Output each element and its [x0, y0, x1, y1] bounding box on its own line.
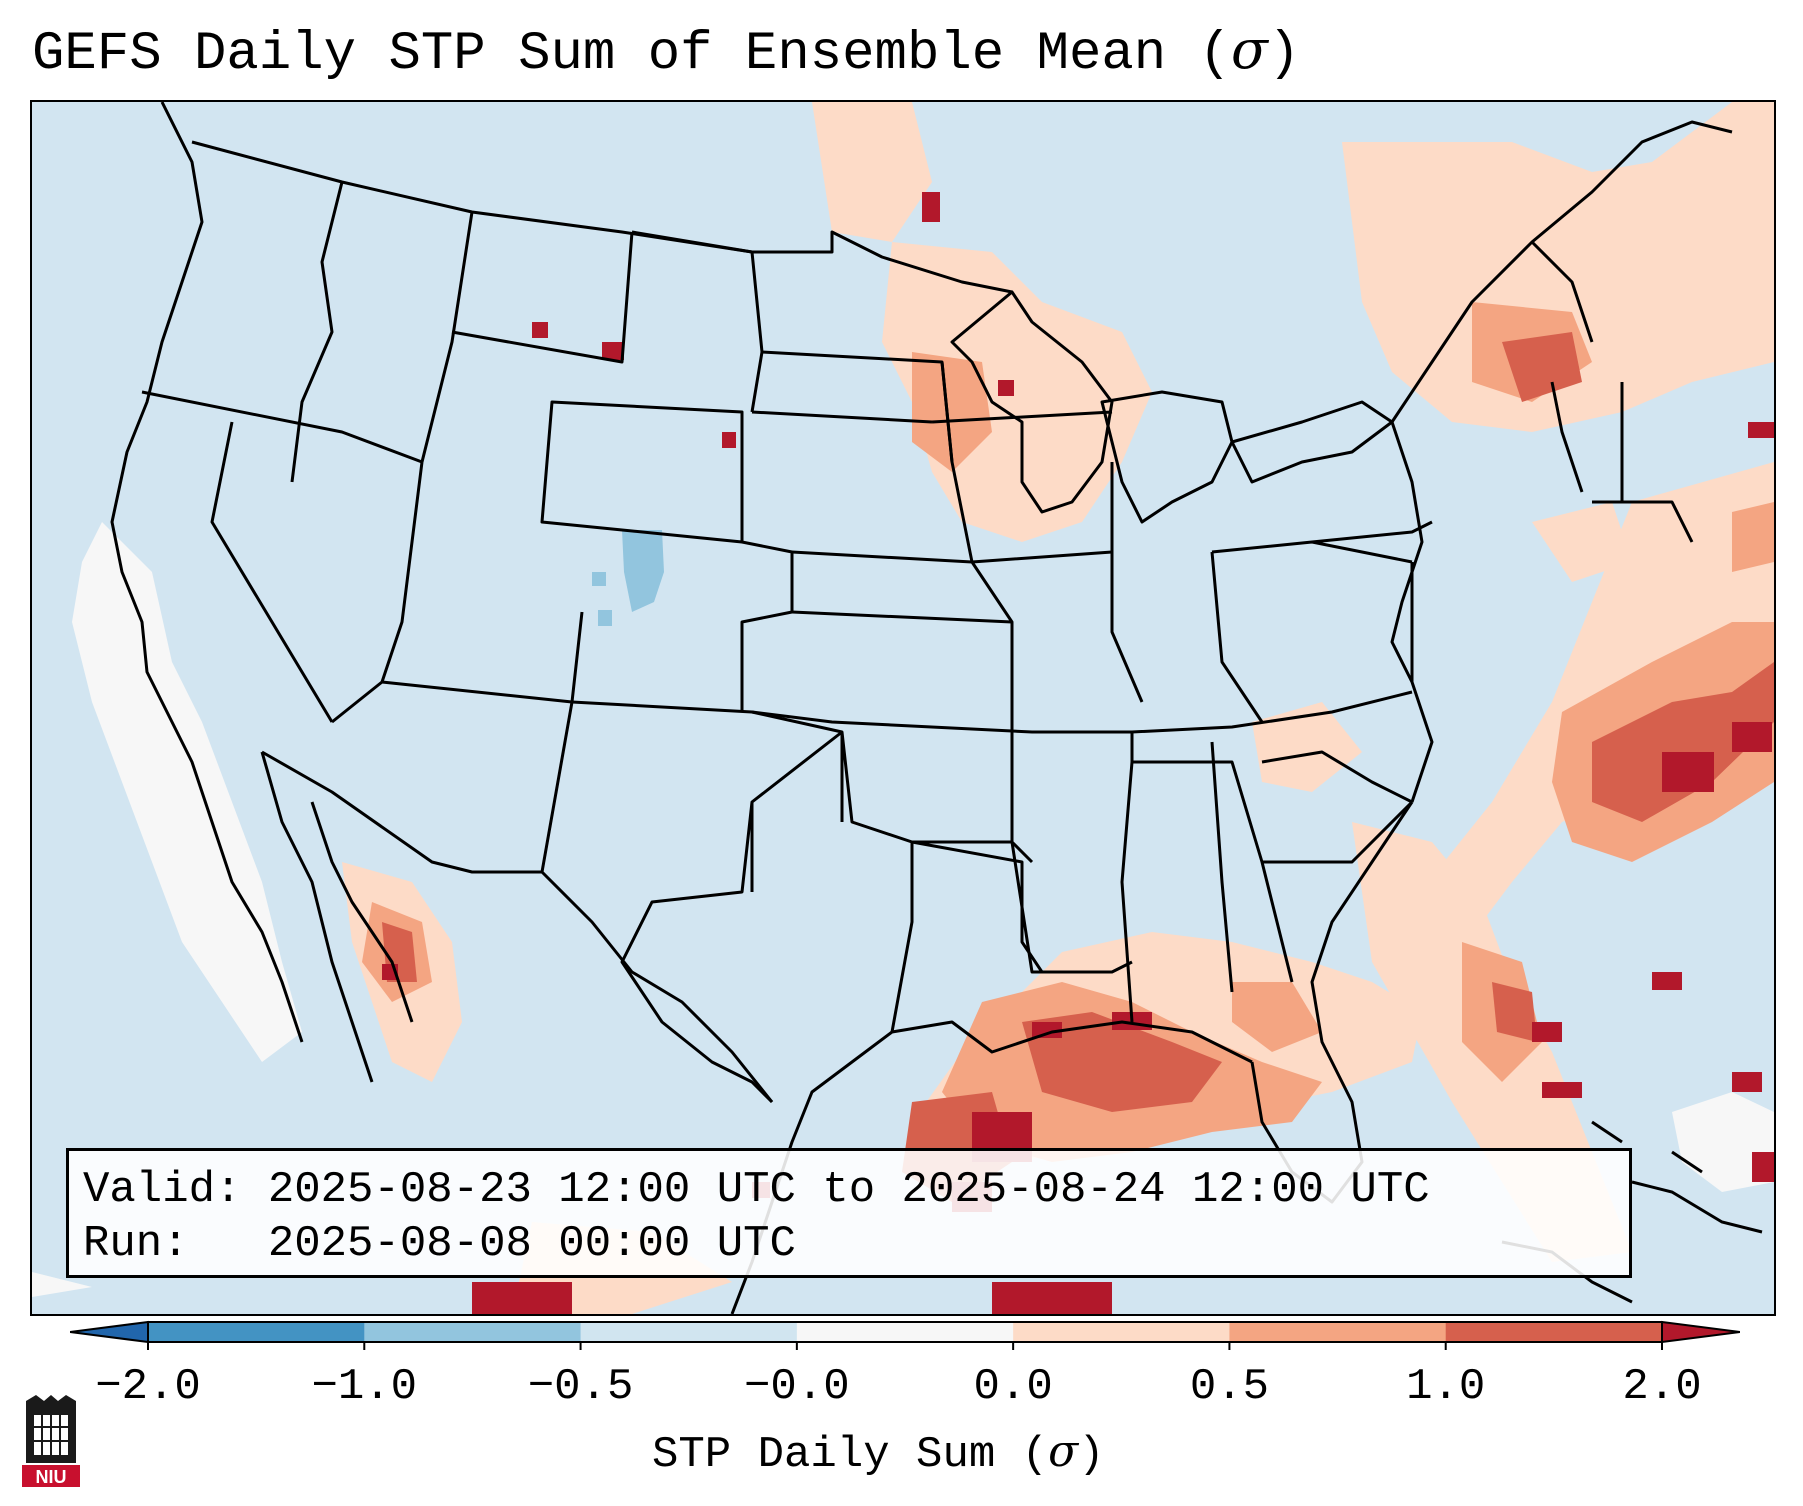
- colorbar-title: STP Daily Sum (σ): [652, 1426, 1105, 1480]
- logo-text: NIU: [36, 1467, 67, 1487]
- valid-label: Valid:: [83, 1165, 242, 1215]
- colorbar-bin: [796, 1322, 1014, 1342]
- valid-run-info-box: Valid: 2025-08-23 12:00 UTC to 2025-08-2…: [66, 1148, 1632, 1278]
- map-panel: [30, 100, 1776, 1316]
- near-zero-region: [32, 522, 1774, 1297]
- niu-logo-icon: NIU: [22, 1395, 80, 1487]
- chart-title: GEFS Daily STP Sum of Ensemble Mean (σ): [32, 18, 1301, 85]
- colorbar-tick-label: 0.5: [1189, 1362, 1270, 1412]
- colorbar-bin: [580, 1322, 798, 1342]
- colorbar-tick-label: −0.0: [744, 1362, 850, 1412]
- colorbar-tick-label: −1.0: [311, 1362, 418, 1412]
- stp-negative: [592, 530, 664, 626]
- colorbar-extension-high: [1661, 1320, 1740, 1344]
- colorbar-tick-label: 1.0: [1406, 1362, 1486, 1412]
- colorbar-tick-label: −0.5: [527, 1362, 634, 1412]
- run-label: Run:: [83, 1219, 189, 1269]
- colorbar: [70, 1320, 1740, 1350]
- colorbar-tick-label: 2.0: [1622, 1362, 1702, 1412]
- run-value: 2025-08-08 00:00 UTC: [267, 1219, 796, 1269]
- colorbar-segments: [70, 1320, 1740, 1344]
- colorbar-bin: [1013, 1322, 1230, 1342]
- colorbar-extension-low: [70, 1320, 149, 1344]
- colorbar-tick-label: 0.0: [973, 1362, 1053, 1412]
- state-borders: [110, 102, 1733, 1314]
- colorbar-bin: [1445, 1322, 1663, 1342]
- colorbar-bin: [364, 1322, 582, 1342]
- stp-map: [32, 102, 1774, 1314]
- colorbar-bin: [148, 1322, 365, 1342]
- colorbar-ticks: [147, 1342, 1663, 1350]
- colorbar-tick-label: −2.0: [95, 1362, 201, 1412]
- valid-value: 2025-08-23 12:00 UTC to 2025-08-24 12:00…: [267, 1165, 1430, 1215]
- colorbar-bin: [1229, 1322, 1447, 1342]
